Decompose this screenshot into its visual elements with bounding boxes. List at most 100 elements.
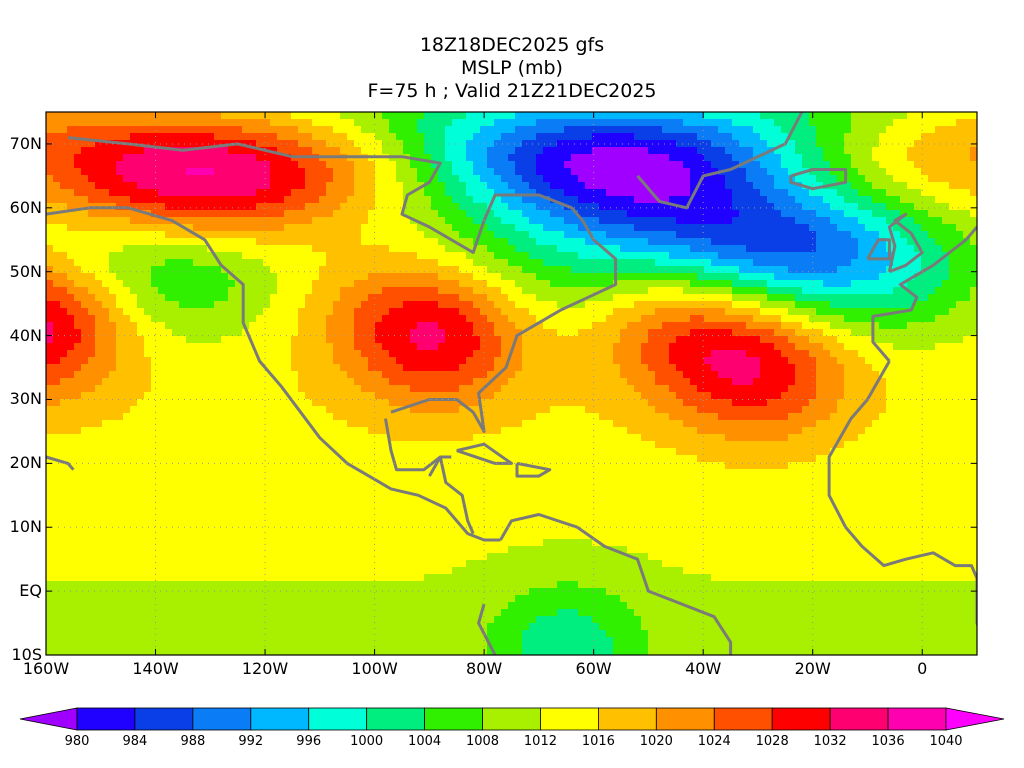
field-cell [179, 287, 187, 295]
field-cell [907, 112, 915, 120]
field-cell [144, 154, 152, 162]
field-cell [942, 364, 950, 372]
field-cell [165, 252, 173, 260]
field-cell [802, 217, 810, 225]
field-cell [158, 357, 166, 365]
field-cell [459, 357, 467, 365]
field-cell [767, 133, 775, 141]
field-cell [270, 294, 278, 302]
field-cell [879, 210, 887, 218]
field-cell [165, 287, 173, 295]
field-cell [291, 182, 299, 190]
field-cell [956, 343, 964, 351]
field-cell [123, 280, 131, 288]
field-cell [599, 154, 607, 162]
field-cell [459, 238, 467, 246]
field-cell [515, 112, 523, 120]
field-cell [109, 322, 117, 330]
field-cell [214, 210, 222, 218]
field-cell [417, 364, 425, 372]
field-cell [571, 245, 579, 253]
field-cell [956, 308, 964, 316]
field-cell [494, 175, 502, 183]
field-cell [564, 112, 572, 120]
field-cell [718, 203, 726, 211]
field-cell [585, 119, 593, 127]
field-cell [690, 315, 698, 323]
field-cell [228, 343, 236, 351]
field-cell [550, 371, 558, 379]
field-cell [67, 322, 75, 330]
field-cell [368, 315, 376, 323]
field-cell [382, 217, 390, 225]
field-cell [739, 252, 747, 260]
field-cell [60, 189, 68, 197]
field-cell [319, 315, 327, 323]
field-cell [613, 308, 621, 316]
field-cell [242, 126, 250, 134]
field-cell [718, 238, 726, 246]
field-cell [963, 357, 971, 365]
field-cell [571, 196, 579, 204]
field-cell [284, 259, 292, 267]
field-cell [844, 161, 852, 169]
field-cell [795, 217, 803, 225]
field-cell [319, 357, 327, 365]
field-cell [424, 175, 432, 183]
field-cell [564, 224, 572, 232]
field-cell [382, 287, 390, 295]
field-cell [95, 273, 103, 281]
field-cell [907, 350, 915, 358]
field-cell [193, 266, 201, 274]
field-cell [669, 196, 677, 204]
field-cell [816, 273, 824, 281]
field-cell [893, 336, 901, 344]
field-cell [109, 119, 117, 127]
field-cell [641, 329, 649, 337]
field-cell [774, 175, 782, 183]
field-cell [354, 133, 362, 141]
field-cell [907, 336, 915, 344]
field-cell [879, 315, 887, 323]
field-cell [459, 371, 467, 379]
field-cell [445, 161, 453, 169]
field-cell [935, 231, 943, 239]
field-cell [438, 252, 446, 260]
field-cell [795, 140, 803, 148]
field-cell [368, 294, 376, 302]
field-cell [578, 112, 586, 120]
field-cell [676, 210, 684, 218]
field-cell [60, 119, 68, 127]
field-cell [956, 329, 964, 337]
field-cell [683, 238, 691, 246]
field-cell [144, 168, 152, 176]
field-cell [732, 189, 740, 197]
field-cell [501, 343, 509, 351]
field-cell [214, 350, 222, 358]
field-cell [851, 161, 859, 169]
field-cell [179, 343, 187, 351]
field-cell [361, 119, 369, 127]
field-cell [60, 371, 68, 379]
field-cell [123, 343, 131, 351]
field-cell [858, 161, 866, 169]
field-cell [921, 231, 929, 239]
field-cell [130, 210, 138, 218]
field-cell [718, 308, 726, 316]
field-cell [46, 357, 54, 365]
field-cell [81, 168, 89, 176]
field-cell [88, 238, 96, 246]
field-cell [186, 315, 194, 323]
field-cell [613, 189, 621, 197]
field-cell [375, 273, 383, 281]
field-cell [515, 196, 523, 204]
field-cell [641, 112, 649, 120]
field-cell [886, 294, 894, 302]
field-cell [263, 224, 271, 232]
field-cell [494, 364, 502, 372]
field-cell [193, 196, 201, 204]
field-cell [648, 357, 656, 365]
field-cell [522, 119, 530, 127]
field-cell [683, 252, 691, 260]
field-cell [935, 315, 943, 323]
